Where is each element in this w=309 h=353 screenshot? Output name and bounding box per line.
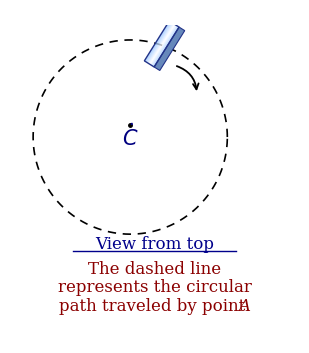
Text: View from top: View from top xyxy=(95,236,214,253)
Polygon shape xyxy=(152,25,177,66)
Polygon shape xyxy=(153,26,178,66)
Polygon shape xyxy=(149,24,174,64)
Polygon shape xyxy=(145,21,170,61)
Text: $\dot{C}$: $\dot{C}$ xyxy=(122,124,138,150)
Text: A: A xyxy=(238,298,250,315)
Polygon shape xyxy=(153,26,179,67)
Polygon shape xyxy=(147,23,173,63)
Polygon shape xyxy=(151,25,176,65)
Polygon shape xyxy=(150,25,176,65)
Text: path traveled by point: path traveled by point xyxy=(59,298,250,315)
Polygon shape xyxy=(147,23,172,63)
Polygon shape xyxy=(149,24,175,64)
Polygon shape xyxy=(148,23,173,63)
Polygon shape xyxy=(146,22,171,62)
Text: represents the circular: represents the circular xyxy=(57,279,252,297)
Polygon shape xyxy=(152,26,178,66)
Polygon shape xyxy=(154,27,185,71)
Polygon shape xyxy=(150,24,175,65)
Polygon shape xyxy=(144,21,170,61)
Text: The dashed line: The dashed line xyxy=(88,261,221,277)
Polygon shape xyxy=(146,22,172,62)
Polygon shape xyxy=(148,23,174,64)
Polygon shape xyxy=(154,27,179,67)
Polygon shape xyxy=(145,22,171,62)
Polygon shape xyxy=(151,25,177,65)
